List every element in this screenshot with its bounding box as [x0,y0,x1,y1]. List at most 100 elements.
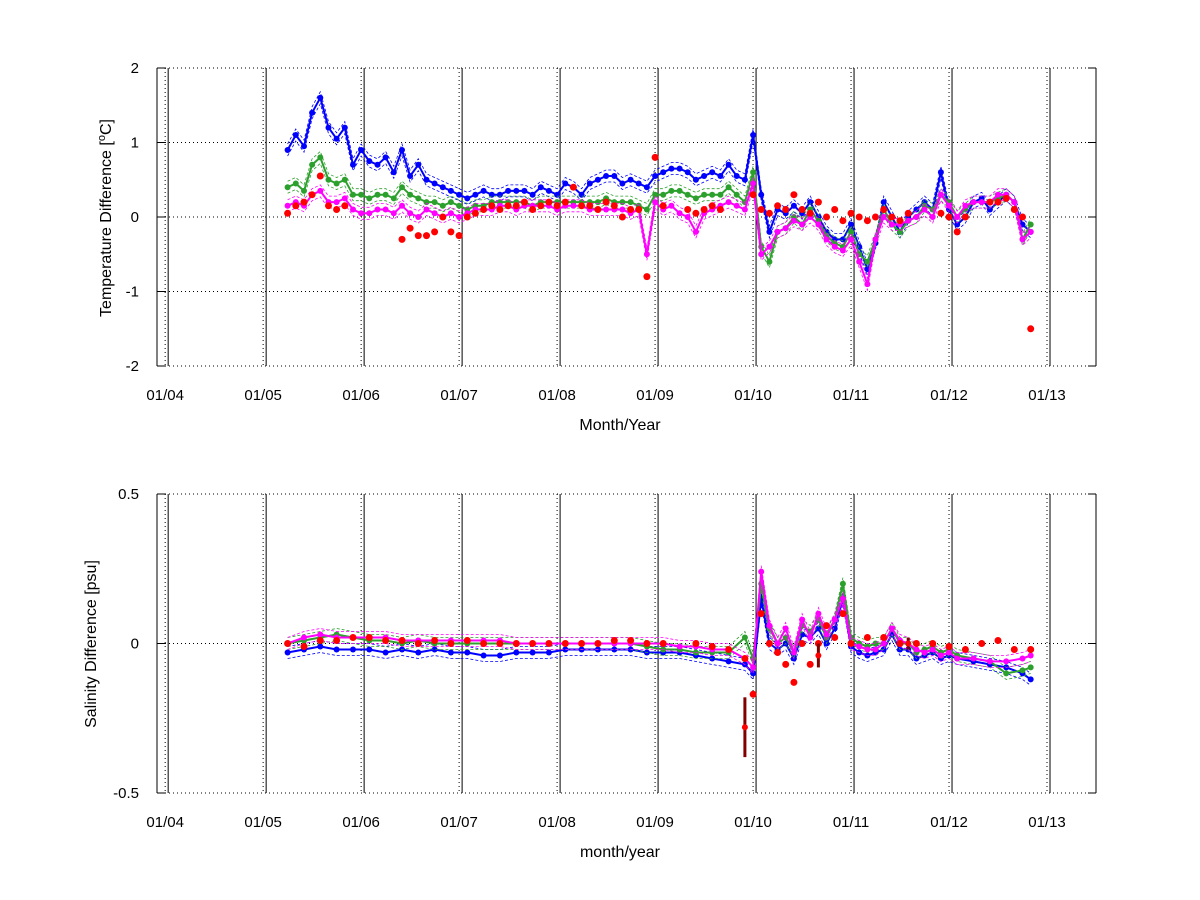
temperature-series-magenta-point [864,281,871,288]
temperature-x-tick-label: 01/05 [244,387,282,404]
temperature-series-magenta-point [284,202,291,209]
temperature-series-magenta-point [692,228,699,235]
temperature-series-blue-point [472,191,479,198]
temperature-series-magenta-point [733,202,740,209]
salinity-axes: -0.5 0 0.5 01/04 01/05 01/06 01/07 01/08 01/09 01… [113,486,1097,831]
temperature-series-red-point [292,202,300,210]
salinity-series-red-point [300,643,308,650]
temperature-series-magenta-point [880,214,887,220]
temperature-series-green-point [652,191,659,198]
salinity-series-blue-point [611,646,618,653]
temperature-series-red-point [1019,213,1026,221]
salinity-series-red-point [480,640,488,647]
temperature-series-red-point [953,228,961,236]
temperature-series-red-point [512,202,520,210]
salinity-series-magenta-point [872,646,879,653]
temperature-series-magenta-point [774,228,781,235]
temperature-series-magenta-point [848,236,854,243]
temperature-series-blue-point [390,169,397,176]
salinity-series-magenta-point [750,664,757,671]
salinity-series-magenta-point [766,622,773,629]
salinity-series-red-point [365,634,373,641]
temperature-series-magenta-point [741,206,748,213]
salinity-series [284,565,1035,758]
salinity-series-red-point [839,610,847,618]
temperature-series-green-point [415,195,422,202]
temperature-x-tick-label: 01/11 [833,387,869,404]
temperature-series-blue-point [913,206,920,213]
temperature-series-blue-point [627,176,634,183]
temperature-series-red-point [447,228,455,236]
temperature-series-green-point [399,184,405,191]
temperature-series-green-point [309,161,316,168]
salinity-error-bar-point [741,724,748,731]
temperature-series-red-point [545,198,553,206]
temperature-series-red-point [798,206,806,213]
salinity-series-magenta-point [954,655,961,662]
temperature-series-red-point [847,209,855,217]
salinity-series-blue-point [1027,676,1034,683]
salinity-series-red-point [463,637,471,644]
temperature-series-red-point [708,202,716,210]
temperature-series-green-point [627,199,634,206]
temperature-x-axis-label: Month/Year [579,417,661,434]
salinity-series-red-point [1027,646,1035,653]
salinity-series-red-point [284,640,292,647]
salinity-series-magenta-point [1003,658,1010,665]
temperature-series-magenta-point [1019,236,1026,243]
salinity-series-magenta-point [921,649,928,656]
salinity-series-blue-point [725,658,732,665]
temperature-series-blue-point [505,187,512,194]
temperature-series-magenta-point [872,236,879,243]
temperature-series-red-point [643,273,651,281]
temperature-series-magenta-point [766,243,773,250]
temperature-series-blue-point [423,176,430,183]
temperature-series-blue-point [758,191,765,198]
temperature-series-red-point [423,232,430,240]
temperature-series-red-point [627,206,635,213]
temperature-series-magenta-point [839,247,846,254]
temperature-series-magenta-point [937,191,944,198]
salinity-series-red-point [994,637,1002,644]
salinity-series-magenta-point [758,568,765,575]
temperature-series-red-point [888,213,896,221]
temperature-series-magenta-point [856,258,863,265]
temperature-series-blue-point [562,180,569,187]
salinity-series-red-point [806,660,814,668]
salinity-series-red-point [961,646,969,653]
salinity-series-magenta-point [856,643,863,650]
temperature-series-magenta-point [415,214,422,220]
temperature-series-magenta-point [725,199,732,206]
temperature-series-red-point [480,206,488,213]
temperature-series-red-point [814,198,822,206]
salinity-series-blue-point [447,649,454,656]
temperature-series-blue-point [643,184,650,191]
temperature-series-red-point [945,213,953,221]
salinity-series-red-point [529,640,537,647]
temperature-series-green-point [358,191,365,198]
temperature-series-magenta-point [341,195,348,202]
salinity-series-green-point [1027,664,1034,671]
temperature-y-tick-label: 0 [131,209,139,226]
temperature-axes: -2 -1 0 1 2 01/04 01/05 01/06 01/07 01/08 01/09 01/… [126,60,1097,404]
salinity-series-blue-point [831,625,838,632]
temperature-series-red-point [684,206,692,213]
temperature-series-blue-point [447,187,454,194]
temperature-series-magenta-point [382,206,389,213]
temperature-series-red-point [439,213,447,221]
temperature-series-blue-point [717,173,724,179]
temperature-series-blue-point [309,109,316,116]
temperature-series-green-point [350,191,356,198]
salinity-series-magenta-point [799,616,806,623]
temperature-x-tick-label: 01/04 [146,387,184,404]
salinity-series-blue-point [513,649,520,656]
salinity-series-magenta-point [970,655,977,662]
salinity-series-magenta-point [937,652,944,659]
temperature-series-blue-point [766,228,773,235]
temperature-series-red-point [308,191,316,199]
temperature-series-green-point [660,191,667,198]
salinity-series-red-point [1010,646,1018,653]
temperature-series-red-point [880,206,888,213]
temperature-series-magenta-point [905,217,912,224]
salinity-series-red-point [578,640,586,647]
